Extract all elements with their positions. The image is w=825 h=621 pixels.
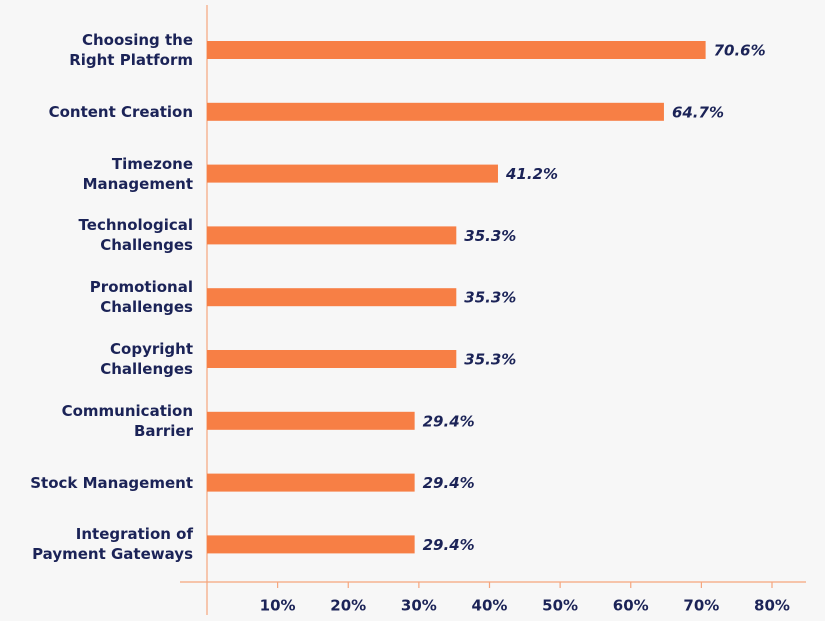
x-tick-label: 40% bbox=[472, 597, 508, 615]
bar bbox=[207, 164, 498, 183]
bar bbox=[207, 473, 415, 492]
value-label: 29.4% bbox=[423, 412, 475, 430]
value-label: 29.4% bbox=[423, 536, 475, 554]
category-label: Promotional Challenges bbox=[89, 278, 193, 317]
category-label: Stock Management bbox=[30, 473, 193, 492]
x-tick-label: 60% bbox=[613, 597, 649, 615]
value-label: 29.4% bbox=[423, 474, 475, 492]
x-tick-label: 20% bbox=[330, 597, 366, 615]
category-label: Communication Barrier bbox=[61, 401, 193, 440]
x-tick-label: 80% bbox=[754, 597, 790, 615]
value-label: 35.3% bbox=[464, 289, 516, 307]
value-label: 35.3% bbox=[464, 227, 516, 245]
bar bbox=[207, 288, 457, 307]
x-tick-label: 10% bbox=[260, 597, 296, 615]
bar bbox=[207, 226, 457, 245]
x-tick-label: 50% bbox=[542, 597, 578, 615]
category-label: Content Creation bbox=[48, 102, 193, 121]
bar bbox=[207, 411, 415, 430]
bar bbox=[207, 535, 415, 554]
x-tick-label: 30% bbox=[401, 597, 437, 615]
x-tick-label: 70% bbox=[683, 597, 719, 615]
category-label: Timezone Management bbox=[82, 154, 193, 193]
bar bbox=[207, 102, 664, 121]
bar bbox=[207, 350, 457, 368]
value-label: 70.6% bbox=[714, 42, 766, 60]
category-label: Technological Challenges bbox=[78, 216, 193, 255]
value-label: 64.7% bbox=[672, 103, 724, 121]
value-label: 35.3% bbox=[464, 351, 516, 369]
category-label: Choosing the Right Platform bbox=[69, 31, 193, 69]
category-label: Copyright Challenges bbox=[100, 340, 193, 378]
category-label: Integration of Payment Gateways bbox=[32, 525, 193, 564]
value-label: 41.2% bbox=[505, 165, 558, 183]
bar bbox=[207, 41, 706, 59]
